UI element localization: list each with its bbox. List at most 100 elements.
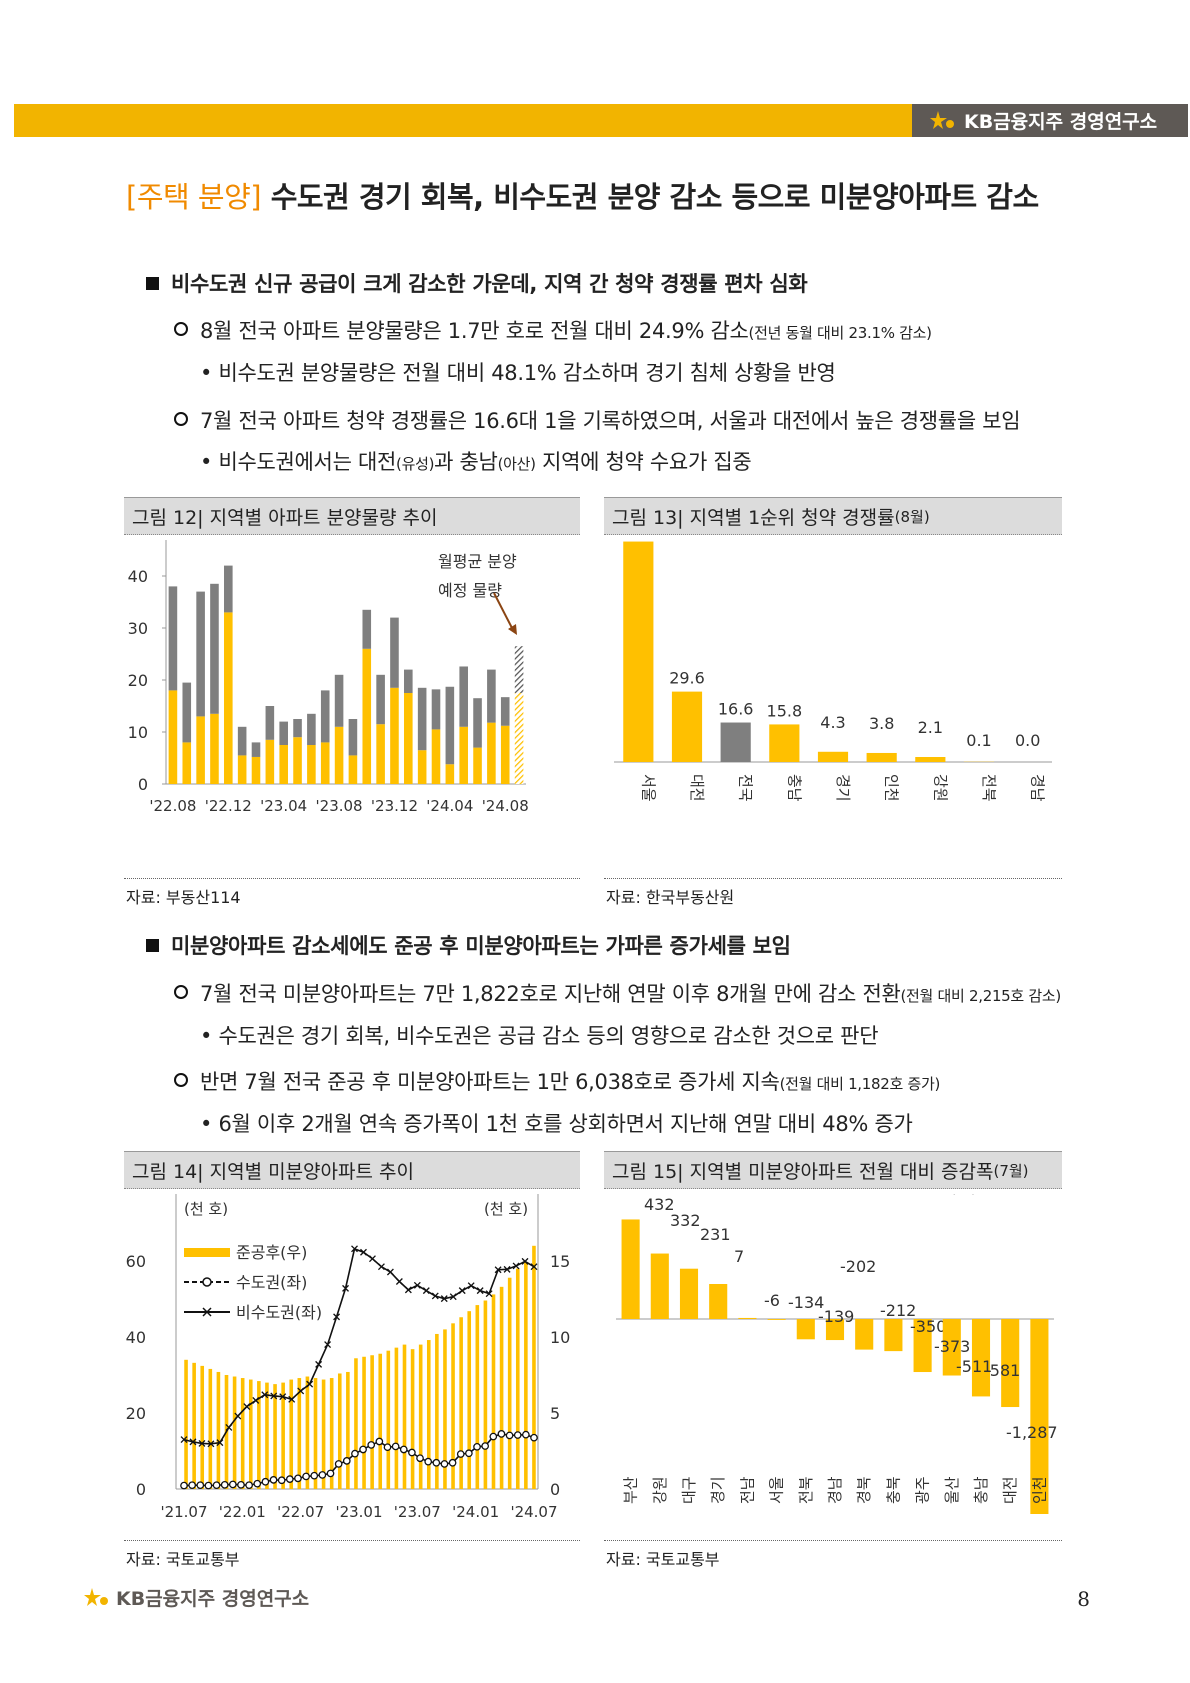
fig14-capital-marker [383, 1443, 392, 1452]
fig14-noncapital-marker [422, 1287, 430, 1295]
fig12-xtick: '22.08 [149, 797, 196, 815]
sub-note-b: (유성) [396, 455, 435, 473]
fig14-bar-completed [426, 1340, 431, 1489]
fig14-bar-completed [459, 1317, 463, 1489]
fig14-noncapital-marker [234, 1412, 242, 1420]
footer-org: KB금융지주 경영연구소 [116, 1588, 310, 1610]
fig12-legend-noncapital: 비수도권 [278, 540, 337, 542]
fig14-noncapital-marker [270, 1392, 278, 1400]
fig14-bar-completed [499, 1286, 504, 1489]
section1-heading: 비수도권 신규 공급이 크게 감소한 가운데, 지역 간 청약 경쟁률 편차 심… [146, 268, 808, 298]
fig12-xtick: '23.12 [371, 797, 418, 815]
fig14-ytick-right: 10 [550, 1328, 570, 1347]
fig14-capital-marker [334, 1460, 343, 1468]
footer-logo: KB금융지주 경영연구소 [84, 1584, 309, 1611]
fig15-bar [913, 1319, 932, 1373]
fig14-bar-completed [265, 1382, 269, 1489]
fig12-bar-capital [500, 725, 510, 784]
fig12-bar-capital [487, 722, 496, 784]
fig14-capital-marker [408, 1448, 416, 1457]
fig14-capital-marker [237, 1480, 245, 1489]
fig14-capital-marker [245, 1481, 253, 1490]
fig14-noncapital-marker [360, 1248, 367, 1256]
fig14-capital-line [183, 1433, 535, 1487]
header-logo: KB금융지주 경영연구소 [912, 104, 1188, 137]
fig15-category-label: 대전 [1001, 1476, 1019, 1504]
fig14-noncapital-line [183, 1247, 535, 1445]
fig14-capital-marker [448, 1458, 457, 1467]
fig15-bar [621, 1219, 640, 1319]
fig14-noncapital-marker [351, 1245, 358, 1253]
fig14-rule [124, 1540, 580, 1541]
fig15-category-label: 울산 [943, 1476, 961, 1504]
fig12-bar-capital [196, 716, 205, 784]
fig14-capital-marker [196, 1481, 205, 1490]
fig13-category-label: 인천 [883, 774, 901, 802]
fig13-data-label: 16.6 [718, 700, 754, 719]
fig14-ytick-right: 15 [550, 1252, 570, 1271]
fig14-bar-completed [346, 1371, 350, 1489]
section2-bullet2-sub: • 6월 이후 2개월 연속 증가폭이 1천 호를 상회하면서 지난해 연말 대… [200, 1112, 913, 1136]
fig14-noncapital-marker [297, 1387, 305, 1395]
fig12-xtick: '24.04 [426, 797, 473, 815]
fig12-bar-capital [473, 747, 482, 784]
fig14-noncapital-marker [467, 1282, 475, 1290]
section1-bullet1-sub: • 비수도권 분양물량은 전월 대비 48.1% 감소하며 경기 침체 상황을 … [200, 361, 836, 385]
fig15-data-label: -212 [880, 1301, 916, 1320]
fig13-category-label: 대전 [688, 774, 706, 802]
fig12-bar-noncapital [237, 726, 247, 756]
fig12-bar-noncapital [224, 565, 233, 613]
fig15-bar [767, 1319, 786, 1320]
fig14-xtick: '23.07 [394, 1503, 441, 1521]
fig14-ytick-right: 0 [550, 1480, 560, 1499]
fig12-unit: (천 호) [168, 540, 212, 542]
fig14-capital-marker [432, 1458, 441, 1467]
fig14-capital-marker [456, 1450, 465, 1458]
fig14-capital-marker [212, 1481, 221, 1490]
fig12-bar-noncapital [445, 686, 455, 765]
fig12-bar-noncapital [320, 690, 330, 743]
fig14-noncapital-marker [180, 1436, 188, 1444]
fig14-capital-marker [473, 1442, 481, 1451]
fig14-bar-completed [232, 1376, 237, 1489]
fig15-bar [942, 1319, 961, 1376]
fig14-capital-marker [188, 1481, 196, 1490]
fig14-bar-completed [386, 1350, 391, 1489]
fig14-ytick-left: 60 [126, 1252, 146, 1271]
fig14-bar-completed [313, 1378, 318, 1489]
fig14-bar-completed [394, 1347, 399, 1489]
fig13-category-label: 강원 [931, 774, 949, 802]
fig14-ytick-right: 5 [550, 1404, 560, 1423]
fig14-capital-marker [505, 1431, 514, 1440]
fig14-noncapital-marker [503, 1265, 511, 1273]
fig14-noncapital-marker [216, 1439, 224, 1447]
fig14-capital-marker [416, 1454, 424, 1463]
fig14-capital-marker [277, 1476, 286, 1485]
fig12-bar-capital [376, 724, 385, 784]
fig14-capital-marker [497, 1430, 506, 1438]
fig12-bar-noncapital [487, 669, 496, 723]
fig13-category-label: 전국 [737, 774, 755, 802]
fig14-legend-swatch-completed [184, 1248, 230, 1257]
fig13-title-note: (8월) [894, 507, 930, 526]
fig14-bar-completed [337, 1373, 342, 1489]
fig12-annotation-line: 향후 3개월간 [438, 540, 527, 542]
fig15-bar [855, 1319, 874, 1350]
fig15-category-label: 부산 [622, 1476, 640, 1504]
fig14-bar-completed [184, 1359, 188, 1489]
fig14-unit-right: (천 호) [484, 1200, 528, 1218]
fig12-bar-capital [431, 729, 441, 784]
fig12-bar-noncapital [196, 591, 205, 717]
fig14-noncapital-marker [377, 1263, 385, 1271]
fig14-noncapital-marker [431, 1292, 439, 1300]
fig14-bar-completed [467, 1311, 472, 1489]
section2-bullet1: 7월 전국 미분양아파트는 7만 1,822호로 지난해 연말 이후 8개월 만… [174, 978, 1061, 1008]
fig15-category-label: 인천 [1030, 1476, 1048, 1504]
section2-bullet2: 반면 7월 전국 준공 후 미분양아파트는 1만 6,038호로 증가세 지속(… [174, 1066, 940, 1096]
fig14-noncapital-marker [395, 1278, 403, 1285]
fig12-bar-capital [237, 755, 247, 784]
fig14-bar-completed [305, 1376, 310, 1489]
circle-bullet-icon [174, 412, 188, 426]
fig13-bar [720, 722, 751, 762]
fig13-data-label: 29.6 [669, 669, 705, 688]
